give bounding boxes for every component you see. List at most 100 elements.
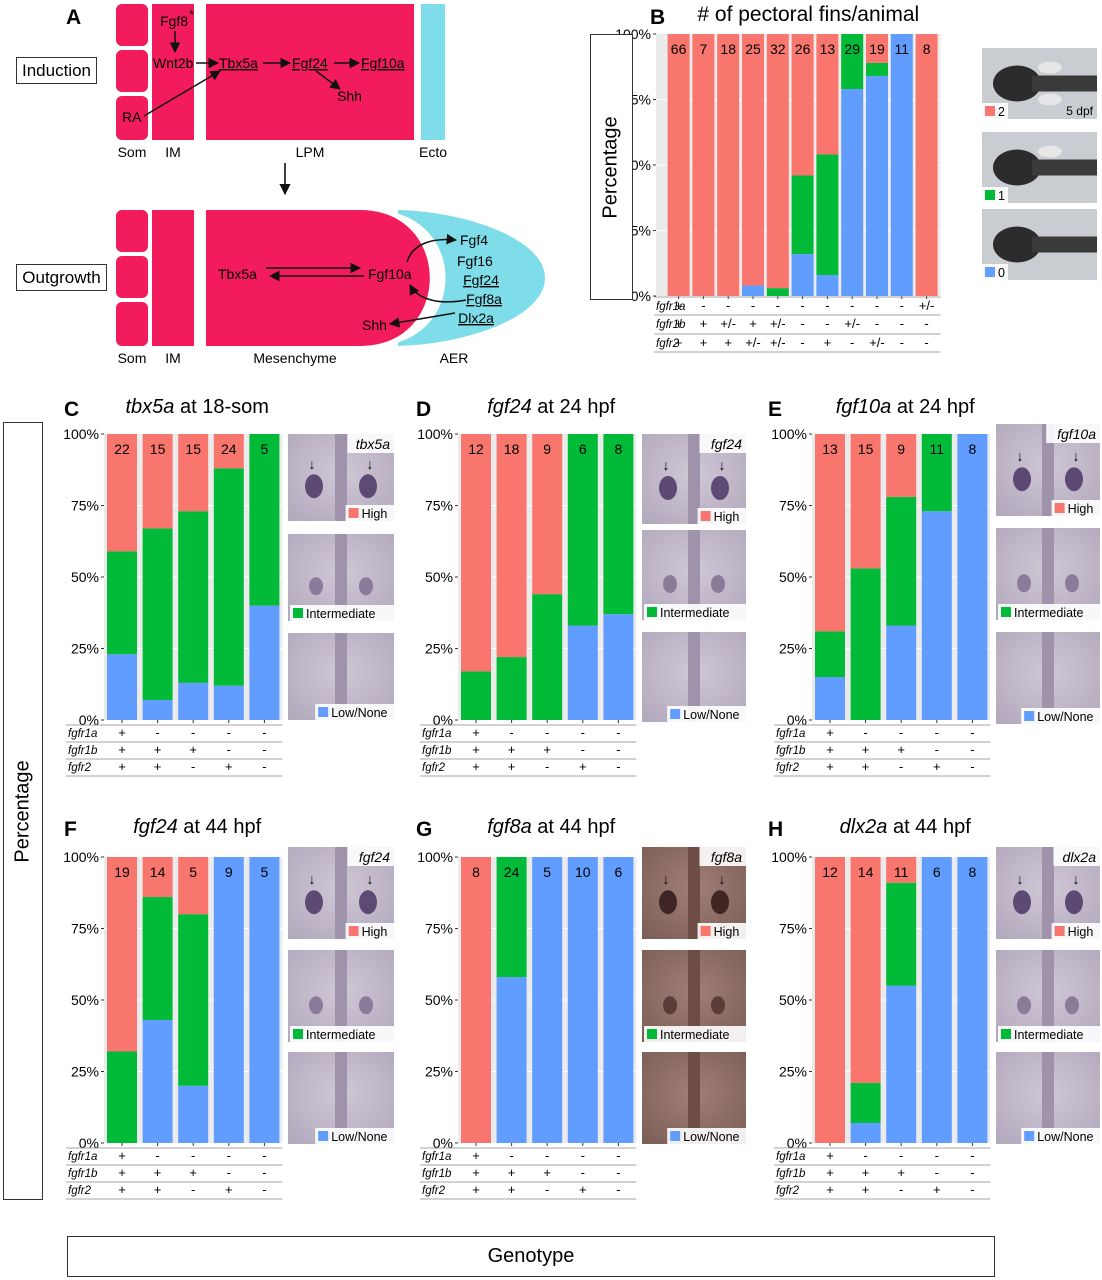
genotype-cell: +	[862, 759, 870, 774]
expression-domain	[711, 476, 729, 500]
arrowhead-icon: ↓	[1073, 871, 1080, 887]
arrowhead-icon: ↓	[1017, 871, 1024, 887]
bar-segment-intermediate	[886, 496, 917, 626]
genotype-cell: +	[749, 316, 757, 331]
legend-box	[644, 1026, 746, 1042]
bar-segment-intermediate	[178, 914, 209, 1086]
bar-segment-high	[886, 857, 917, 883]
embryo-midline	[1042, 950, 1054, 1042]
genotype-cell: -	[970, 1165, 974, 1180]
bar-segment-high	[915, 34, 938, 296]
genotype-cell: -	[155, 725, 159, 740]
embryo-midline	[1042, 847, 1054, 939]
legend-label: High	[362, 925, 388, 939]
bar-segment-high	[213, 434, 244, 469]
embryo-midline	[688, 847, 700, 939]
legend-swatch-intermediate	[647, 1029, 657, 1039]
bar-segment-intermediate	[816, 154, 839, 276]
y-tick-label: 0%	[433, 1135, 453, 1151]
embryo-image: Intermediate	[288, 534, 394, 621]
panel-letter-g: G	[416, 818, 432, 841]
gene-label-box	[1046, 424, 1100, 443]
embryo-midline	[688, 950, 700, 1042]
panel-b-y-axis-title: Percentage	[590, 34, 633, 300]
label-lpm: LPM	[296, 144, 325, 160]
genotype-cell: +	[508, 759, 516, 774]
gene-label: fgf24	[359, 849, 390, 865]
expression-domain	[1013, 890, 1031, 915]
legend-swatch-intermediate	[293, 1029, 303, 1039]
embryo-midline	[688, 1052, 700, 1144]
legend-swatch-intermediate	[1001, 607, 1011, 617]
bar-segment-high	[692, 34, 715, 296]
legend-label: 2	[998, 105, 1005, 119]
sample-count: 24	[504, 864, 520, 880]
bar-segment-low	[142, 1020, 173, 1143]
larva-head	[993, 65, 1041, 102]
genotype-row-label: fgfr2	[68, 1185, 92, 1197]
y-tick-label: 75%	[71, 498, 99, 514]
sample-count: 32	[770, 41, 786, 57]
bar-segment-intermediate	[178, 511, 209, 683]
genotype-cell: -	[227, 1165, 231, 1180]
bar-segment-high	[886, 434, 917, 497]
expression-domain	[309, 996, 323, 1015]
genotype-cell: -	[701, 298, 705, 313]
sample-count: 24	[221, 441, 237, 457]
genotype-cell: -	[616, 1165, 620, 1180]
genotype-row-label: fgfr1b	[422, 1168, 452, 1180]
genotype-cell: -	[616, 1182, 620, 1197]
legend-box	[998, 604, 1100, 620]
legend-label: Intermediate	[1014, 606, 1084, 620]
induction-somite-1	[116, 4, 148, 46]
panel-letter-b: B	[650, 6, 665, 29]
expression-domain	[711, 575, 725, 593]
genotype-cell: -	[155, 1148, 159, 1163]
y-tick-label: 0%	[433, 712, 453, 728]
embryo-image: ↓ ↓ High fgf24	[288, 847, 394, 939]
genotype-cell: -	[262, 1182, 266, 1197]
arrow-ra-tbx5a	[143, 70, 221, 117]
embryo-midline	[335, 950, 347, 1042]
genotype-row-label: fgfr1a	[68, 1151, 97, 1163]
induction-label: Induction	[16, 57, 97, 84]
y-tick-label: 100%	[417, 426, 453, 442]
genotype-cell: -	[924, 335, 928, 350]
legend-swatch-intermediate	[647, 607, 657, 617]
chart-title-stage: at 24 hpf	[532, 396, 616, 418]
sample-count: 9	[897, 441, 905, 457]
legend-label: 1	[998, 189, 1005, 203]
legend-box	[667, 706, 746, 722]
expression-domain	[359, 577, 373, 596]
gene-label-box	[347, 847, 394, 866]
sample-count: 14	[150, 864, 166, 880]
genotype-cell: +	[472, 742, 480, 757]
embryo-image: Low/None	[996, 1052, 1100, 1144]
sample-count: 6	[933, 864, 941, 880]
genotype-cell: +	[154, 1182, 162, 1197]
legend-swatch-low	[1024, 711, 1035, 721]
bar-segment-intermediate	[886, 882, 917, 986]
bar-segment-high	[866, 34, 888, 63]
label-fgf24-outgrowth: Fgf24	[463, 272, 499, 288]
legend-label: Intermediate	[660, 606, 730, 620]
label-dlx2a-outgrowth: Dlx2a	[458, 310, 494, 326]
sample-count: 9	[543, 441, 551, 457]
bar-segment-intermediate	[532, 594, 563, 720]
genotype-cell: -	[191, 1182, 195, 1197]
expression-domain	[1065, 467, 1083, 492]
arrowhead-icon: ↓	[1073, 448, 1080, 464]
bar-segment-low	[213, 857, 244, 1143]
embryo-midline	[688, 530, 700, 620]
embryo-image: 2 5 dpf	[982, 48, 1097, 119]
y-tick-label: 0%	[787, 712, 807, 728]
bar-segment-high	[496, 434, 527, 658]
gene-label-box	[347, 434, 394, 453]
chart-title: tbx5a at 18-som	[125, 396, 268, 418]
legend-label: High	[1068, 502, 1094, 516]
larva-head	[993, 149, 1041, 186]
panel-letter-e: E	[768, 398, 782, 421]
bar-segment-high	[142, 857, 173, 898]
embryo-image: Intermediate	[642, 530, 746, 620]
legend-label: High	[714, 925, 740, 939]
